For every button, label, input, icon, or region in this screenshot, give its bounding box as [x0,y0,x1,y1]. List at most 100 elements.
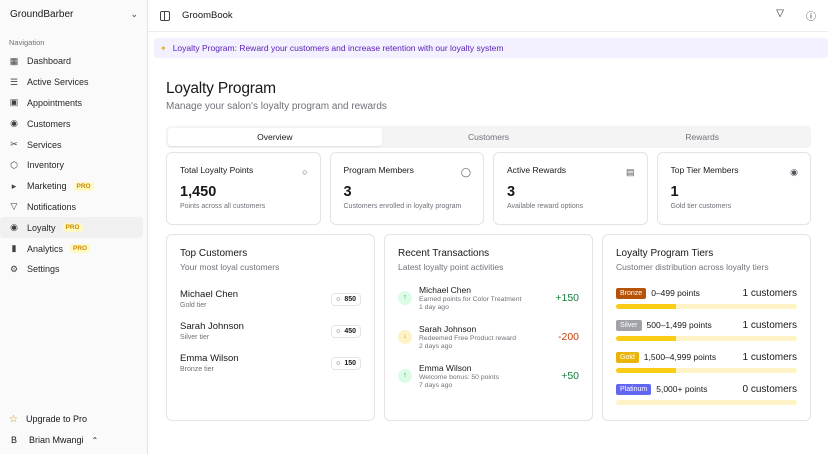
points-value: 850 [344,295,356,303]
card-title: Loyalty Program Tiers [616,248,714,259]
stat-label: Program Members [343,165,414,175]
tx-desc: Earned points for Color Treatment [419,295,522,303]
tier-badge: Silver [616,319,642,331]
tier-count: 1 customers [742,319,797,331]
help-icon[interactable]: ⓘ [806,12,816,23]
star-icon: ☆ [9,413,18,425]
tx-name: Emma Wilson [419,362,472,373]
arrow-down-icon: ↓ [398,329,412,344]
panels-row: Top Customers Your most loyal customers … [166,234,811,421]
card-subtitle: Latest loyalty point activities [398,262,504,272]
sidebar-item-marketing[interactable]: ▸ Marketing PRO [0,176,143,197]
stat-value: 3 [507,184,516,200]
info-banner: ✦ Loyalty Program: Reward your customers… [154,38,828,58]
sidebar-item-loyalty[interactable]: ◉ Loyalty PRO [0,217,143,239]
package-icon: ⬡ [10,159,18,170]
tier-progress-bar [616,336,797,341]
user-menu[interactable]: B Brian Mwangi ⌃ [0,430,147,450]
sidebar-item-label: Appointments [27,97,83,108]
sidebar-item-label: Loyalty [27,222,56,233]
sidebar-item-dashboard[interactable]: ▦ Dashboard [0,51,143,72]
tier-progress-fill [616,304,676,309]
list-item: ↓ Sarah Johnson Redeemed Free Product rewa… [398,317,579,356]
app-title: GroomBook [182,10,233,21]
customer-list: Michael Chen Gold tier ○ 850 Sarah Johnson Si… [180,283,361,379]
tier-badge: Platinum [616,383,652,395]
stat-value: 1 [670,184,679,200]
sidebar-item-inventory[interactable]: ⬡ Inventory [0,155,143,176]
bar-chart-icon: ▮ [11,243,17,254]
brand-switcher[interactable]: GroundBarber ⌄ [0,0,147,28]
user-name: Brian Mwangi [29,435,84,445]
sidebar-item-label: Analytics [27,243,64,254]
customer-tier: Bronze tier [180,366,214,373]
page-content: Loyalty Program Manage your salon's loya… [166,80,811,421]
tx-time: 7 days ago [419,381,453,389]
stat-desc: Available reward options [507,203,584,210]
sidebar-item-appointments[interactable]: ▣ Appointments [0,93,143,114]
tab-list: Overview Customers Rewards [166,126,811,148]
points-badge: ○ 450 [331,324,361,338]
upgrade-button[interactable]: ☆ Upgrade to Pro [0,409,147,429]
avatar: B [11,435,18,445]
sidebar-item-active-services[interactable]: ☰ Active Services [0,72,143,93]
sidebar: GroundBarber ⌄ Navigation ▦ Dashboard ☰ Act… [0,0,148,454]
tx-time: 2 days ago [419,342,453,350]
sidebar-toggle-icon[interactable] [160,10,170,21]
stats-row: Total Loyalty Points ○ 1,450 Points across … [166,152,811,225]
tier-row: Gold 1,500–4,999 points 1 customers [616,348,797,380]
bell-icon: ▽ [10,201,18,212]
tab-overview[interactable]: Overview [168,128,382,146]
grid-icon: ▦ [9,55,19,66]
customer-name: Emma Wilson [180,353,239,364]
users-icon: ◉ [10,118,18,129]
sidebar-item-settings[interactable]: ⚙ Settings [0,259,143,280]
sidebar-item-analytics[interactable]: ▮ Analytics PRO [0,238,143,259]
list-icon: ☰ [9,76,19,87]
banner-text: Loyalty Program: Reward your customers a… [172,43,504,53]
customer-name: Michael Chen [180,289,239,300]
topbar: GroomBook ▽ ⓘ [148,0,828,32]
gift-icon: ▤ [625,167,635,177]
points-value: 450 [344,327,356,335]
tab-customers[interactable]: Customers [467,132,510,142]
chevron-down-icon: ⌄ [130,8,138,19]
bell-icon[interactable]: ▽ [776,8,784,19]
tier-progress-bar [616,304,797,309]
tier-count: 1 customers [742,287,797,299]
pro-badge: PRO [73,181,94,191]
customer-name: Sarah Johnson [180,321,244,332]
tier-count: 1 customers [742,351,797,363]
user-icon: ◯ [460,167,471,177]
sidebar-item-customers[interactable]: ◉ Customers [0,113,143,134]
nav-section-title: Navigation [9,38,45,47]
tag-icon: ○ [302,167,308,177]
top-customers-card: Top Customers Your most loyal customers … [166,234,375,421]
page-title: Loyalty Program [166,80,276,97]
tx-name: Sarah Johnson [419,323,477,334]
trophy-icon: ◉ [790,167,798,177]
sidebar-item-label: Marketing [27,181,67,192]
sidebar-item-label: Dashboard [27,56,72,67]
card-title: Top Customers [180,248,248,259]
pro-badge: PRO [70,244,91,254]
sidebar-item-notifications[interactable]: ▽ Notifications [0,197,143,218]
card-subtitle: Your most loyal customers [180,262,280,272]
tier-progress-bar [616,400,797,405]
card-title: Recent Transactions [398,248,490,259]
tier-progress-fill [616,336,676,341]
tier-range: 0–499 points [651,288,700,298]
transactions-card: Recent Transactions Latest loyalty point… [384,234,593,421]
tier-row: Silver 500–1,499 points 1 customers [616,316,797,348]
tag-icon: ○ [336,295,341,303]
list-item: ↑ Michael Chen Earned points for Color Tre… [398,278,579,317]
tx-desc: Welcome bonus: 50 points [419,373,499,381]
tier-badge: Gold [616,351,639,363]
tx-amount: +50 [561,369,579,382]
tx-desc: Redeemed Free Product reward [419,334,517,342]
pro-badge: PRO [62,223,83,233]
transaction-list: ↑ Michael Chen Earned points for Color Tre… [398,278,579,395]
tab-rewards[interactable]: Rewards [685,132,719,142]
stat-desc: Gold tier customers [670,203,732,210]
sidebar-item-services[interactable]: ✂ Services [0,134,143,155]
